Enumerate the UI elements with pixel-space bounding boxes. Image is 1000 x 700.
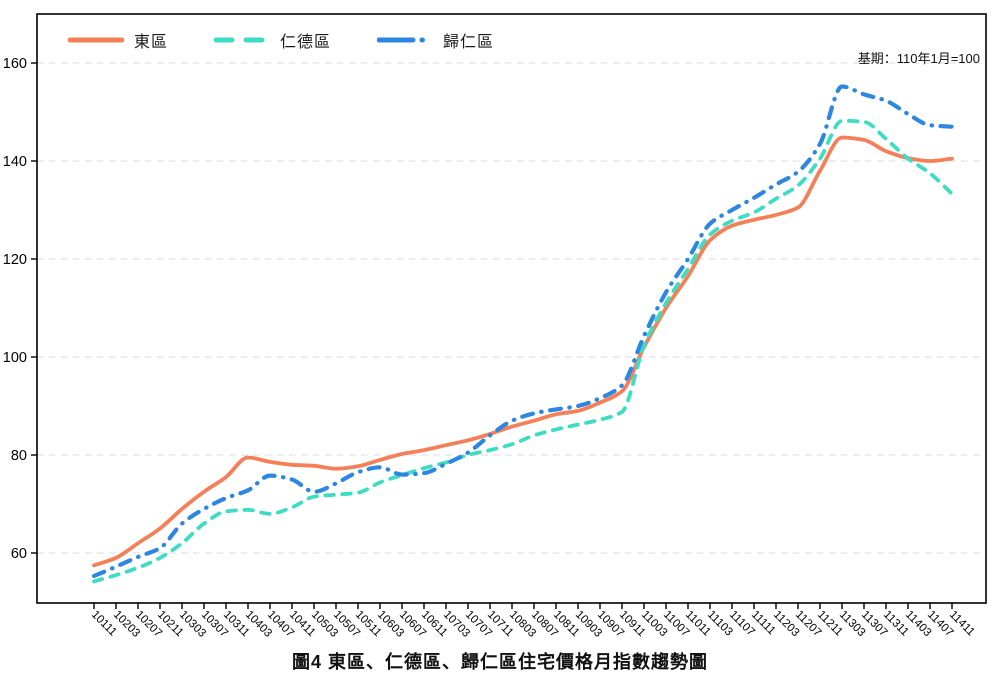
legend-line-sample-東區 [68,37,124,43]
y-tick-label-160: 160 [3,56,27,72]
legend-line-sample-歸仁區 [377,37,434,43]
legend-label-東區: 東區 [134,34,169,51]
legend-label-歸仁區: 歸仁區 [443,34,495,51]
y-tick-label-60: 60 [11,546,27,562]
legend-item-東區: 東區 [68,28,168,52]
plot-border [36,13,987,604]
y-tick-label-140: 140 [3,154,27,170]
y-tick-label-120: 120 [3,252,27,268]
legend: 東區 仁德區 歸仁區 [68,28,494,52]
legend-item-仁德區: 仁德區 [214,28,331,52]
y-tick-label-80: 80 [11,448,27,464]
base-period-note: 基期：110年1月=100 [857,51,980,66]
legend-label-仁德區: 仁德區 [280,34,332,51]
legend-item-歸仁區: 歸仁區 [377,28,494,52]
chart-title: 圖4 東區、仁德區、歸仁區住宅價格月指數趨勢圖 [291,652,708,672]
legend-line-sample-仁德區 [214,37,271,43]
series-line-2-歸仁區 [91,84,955,579]
y-tick-label-100: 100 [3,350,27,366]
series-line-0-東區 [92,135,954,568]
series-line-1-仁德區 [92,118,954,584]
